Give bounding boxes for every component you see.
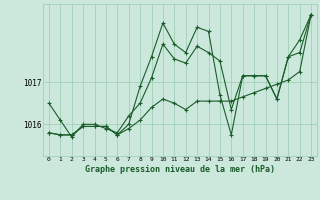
X-axis label: Graphe pression niveau de la mer (hPa): Graphe pression niveau de la mer (hPa) <box>85 165 275 174</box>
